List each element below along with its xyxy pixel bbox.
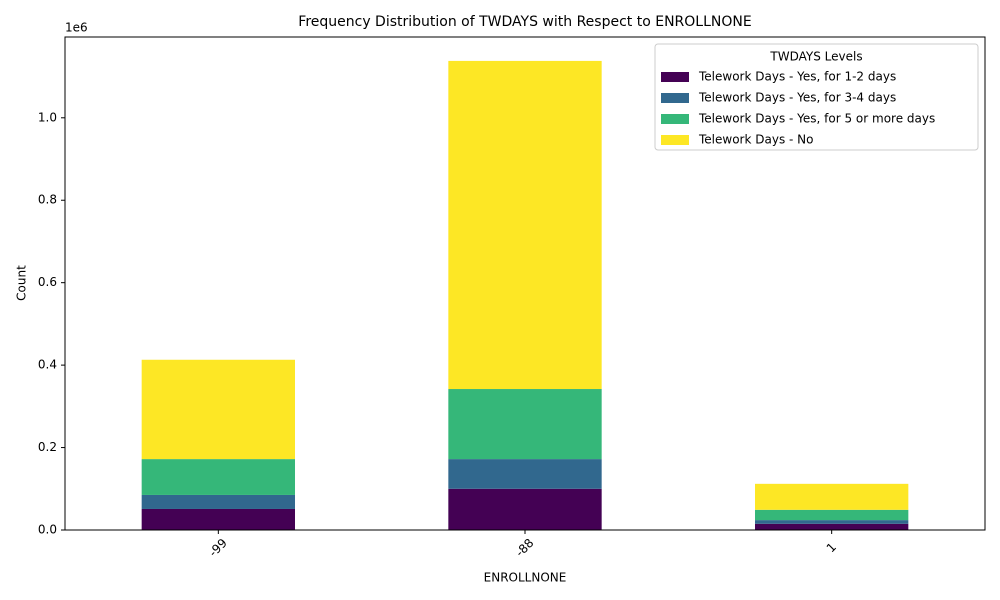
legend-label: Telework Days - Yes, for 5 or more days (698, 112, 935, 126)
x-tick-label: -99 (206, 536, 230, 560)
bar-segment (755, 509, 909, 521)
legend-swatch (661, 93, 689, 103)
x-tick-label: 1 (824, 540, 839, 555)
legend-swatch (661, 135, 689, 145)
legend-swatch (661, 72, 689, 82)
bar-segment (448, 60, 602, 390)
bar-segment (448, 389, 602, 460)
bar-segment (755, 523, 909, 530)
x-tick-label: -88 (513, 536, 537, 560)
y-axis-label: Count (15, 265, 29, 301)
y-tick-label: 0.0 (38, 523, 57, 537)
bar-segment (448, 459, 602, 489)
y-tick-label: 1.0 (38, 110, 57, 124)
bar-segment (141, 359, 295, 460)
bar-segment (755, 483, 909, 510)
y-tick-label: 0.2 (38, 440, 57, 454)
x-axis-label: ENROLLNONE (484, 571, 567, 585)
y-tick-label: 0.8 (38, 193, 57, 207)
legend-title: TWDAYS Levels (769, 50, 862, 64)
legend-label: Telework Days - Yes, for 3-4 days (698, 91, 896, 105)
y-offset-label: 1e6 (65, 21, 88, 35)
legend-box (654, 43, 979, 151)
plot-frame (64, 36, 986, 531)
bar-segment (141, 459, 295, 495)
y-tick-label: 0.6 (38, 275, 57, 289)
legend-label: Telework Days - Yes, for 1-2 days (698, 70, 896, 84)
y-tick-label: 0.4 (38, 358, 57, 372)
bar-segment (755, 520, 909, 524)
bar-segment (141, 508, 295, 530)
legend-label: Telework Days - No (698, 133, 813, 147)
legend-swatch (661, 114, 689, 124)
bar-segment (141, 494, 295, 509)
bar-segment (448, 488, 602, 530)
chart-title: Frequency Distribution of TWDAYS with Re… (298, 14, 751, 30)
